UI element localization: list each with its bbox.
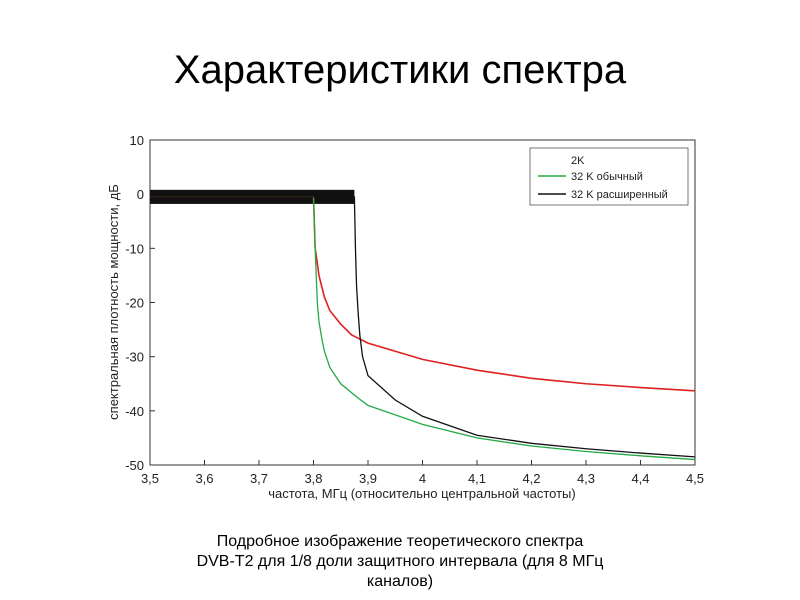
series-32k-normal-line: [150, 196, 696, 461]
axis-ticks: 3,5 3,6 3,7 3,8 3,9 4 4,1 4,2 4,3 4,4 4,5 10 0 -10 -20…: [125, 133, 704, 486]
x-tick-label: 4,2: [522, 471, 540, 486]
y-tick-label: -20: [125, 296, 144, 311]
x-tick-label: 4,3: [577, 471, 595, 486]
x-axis-label: частота, МГц (относительно центральной ч…: [268, 486, 575, 501]
slide-title: Характеристики спектра: [173, 48, 627, 92]
y-tick-label: -40: [125, 404, 144, 419]
caption: Подробное изображение теоретического спе…: [150, 532, 650, 592]
series-layer: [150, 189, 696, 461]
x-tick-label: 3,8: [304, 471, 322, 486]
x-tick-label: 4,1: [468, 471, 486, 486]
legend: 2K 32 K обычный 32 K расширенный: [529, 147, 689, 206]
legend-label-2k: 2K: [571, 155, 585, 167]
series-32k-extended-line: [150, 196, 696, 458]
y-tick-label: -10: [125, 241, 144, 256]
legend-label-32k-extended: 32 K расширенный: [571, 189, 668, 201]
y-tick-label: 0: [137, 187, 144, 202]
series-2k-line: [150, 196, 696, 392]
x-tick-label: 4,5: [686, 471, 704, 486]
caption-line-3: каналов): [366, 573, 434, 590]
x-tick-label: 4: [419, 471, 426, 486]
x-tick-label: 3,6: [195, 471, 213, 486]
legend-label-32k-normal: 32 K обычный: [571, 171, 643, 183]
x-tick-label: 3,7: [250, 471, 268, 486]
x-tick-label: 4,4: [631, 471, 649, 486]
caption-line-1: Подробное изображение теоретического спе…: [216, 533, 584, 550]
caption-line-2: DVB-T2 для 1/8 доли защитного интервала …: [196, 553, 604, 570]
x-tick-label: 3,5: [141, 471, 159, 486]
x-tick-label: 3,9: [359, 471, 377, 486]
y-axis-label: спектральная плотность мощности, дБ: [106, 184, 121, 420]
y-tick-label: 10: [130, 133, 144, 148]
y-tick-label: -30: [125, 350, 144, 365]
y-tick-label: -50: [125, 458, 144, 473]
